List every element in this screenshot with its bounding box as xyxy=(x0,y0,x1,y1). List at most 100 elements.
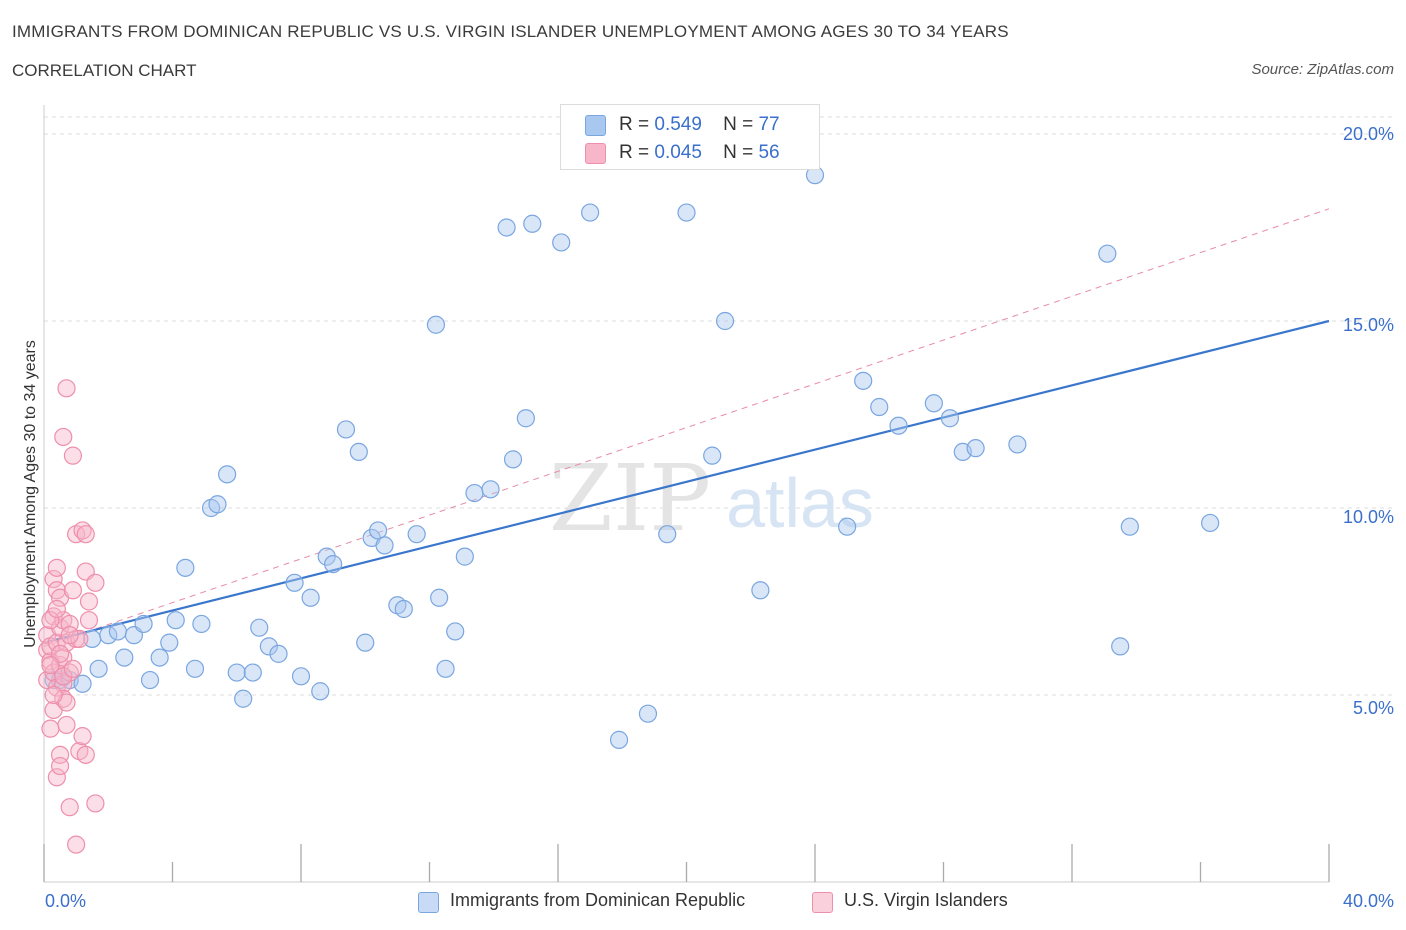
point-dominican xyxy=(166,611,185,630)
point-dominican xyxy=(150,648,169,667)
point-dominican xyxy=(336,420,356,439)
point-virgin-islanders xyxy=(41,719,60,738)
point-dominican xyxy=(208,495,227,514)
chart-title: IMMIGRANTS FROM DOMINICAN REPUBLIC VS U.… xyxy=(12,22,1009,41)
point-dominican xyxy=(638,704,658,723)
point-virgin-islanders xyxy=(41,611,60,630)
point-dominican xyxy=(1201,513,1220,533)
point-virgin-islanders xyxy=(50,756,70,776)
point-dominican xyxy=(581,203,600,222)
trend-lines xyxy=(43,208,1330,647)
point-dominican xyxy=(497,218,516,237)
point-dominican xyxy=(134,614,153,634)
point-dominican xyxy=(73,674,92,693)
legend-swatch-pink xyxy=(585,143,606,164)
point-dominican xyxy=(160,633,179,652)
point-dominican xyxy=(966,439,985,458)
point-dominican xyxy=(89,659,108,678)
point-virgin-islanders xyxy=(44,685,63,705)
r-label: R = xyxy=(619,142,650,163)
trend-line-virgin-islanders xyxy=(43,208,1330,647)
point-dominican xyxy=(658,525,677,544)
point-dominican xyxy=(677,203,696,222)
legend-label: U.S. Virgin Islanders xyxy=(844,890,1008,910)
point-dominican xyxy=(369,521,388,540)
point-dominican xyxy=(349,442,368,461)
point-virgin-islanders xyxy=(57,715,76,735)
point-virgin-islanders xyxy=(63,659,83,678)
point-dominican xyxy=(99,626,118,645)
point-dominican xyxy=(446,622,465,641)
source-credit: Source: ZipAtlas.com xyxy=(1251,61,1394,78)
point-dominican xyxy=(218,465,237,484)
point-virgin-islanders xyxy=(44,569,63,589)
point-dominican xyxy=(243,663,262,682)
point-virgin-islanders xyxy=(86,794,105,813)
r-value: 0.045 xyxy=(654,142,702,163)
point-dominican xyxy=(324,554,343,574)
point-dominican xyxy=(1098,244,1117,263)
data-points xyxy=(38,166,1220,854)
point-dominican xyxy=(234,689,253,708)
point-virgin-islanders xyxy=(41,655,60,675)
point-dominican xyxy=(176,558,195,577)
point-dominican xyxy=(503,450,523,469)
point-dominican xyxy=(115,648,134,667)
point-dominican xyxy=(854,371,873,390)
point-dominican xyxy=(108,622,127,641)
point-dominican xyxy=(703,446,722,465)
point-dominican xyxy=(465,483,484,503)
r-value: 0.549 xyxy=(654,114,702,135)
point-dominican xyxy=(481,480,500,499)
point-virgin-islanders xyxy=(54,427,73,447)
point-dominican xyxy=(715,311,735,331)
point-dominican xyxy=(924,394,943,413)
point-dominican xyxy=(375,536,394,555)
point-dominican xyxy=(940,409,960,428)
correlation-legend: R = 0.549 N = 77 R = 0.045 N = 56 xyxy=(560,104,820,170)
point-virgin-islanders xyxy=(57,379,76,398)
point-dominican xyxy=(838,517,857,536)
point-dominican xyxy=(1120,517,1139,536)
point-virgin-islanders xyxy=(63,581,83,600)
point-virgin-islanders xyxy=(79,611,99,630)
point-dominican xyxy=(227,663,246,682)
y-tick-label: 10.0% xyxy=(1342,507,1394,527)
point-virgin-islanders xyxy=(76,525,95,544)
trend-line-dominican xyxy=(43,319,1330,644)
watermark-zip: ZIP xyxy=(549,445,711,552)
point-dominican xyxy=(751,581,770,600)
n-value: 56 xyxy=(758,142,780,163)
point-virgin-islanders xyxy=(79,592,99,611)
legend-swatch-blue xyxy=(585,115,606,136)
axes xyxy=(43,105,1330,883)
point-dominican xyxy=(259,637,278,656)
n-label: N = xyxy=(723,114,754,135)
point-virgin-islanders xyxy=(76,745,95,764)
point-dominican xyxy=(250,618,269,637)
point-virgin-islanders xyxy=(60,626,79,645)
n-value: 77 xyxy=(758,114,780,135)
watermark: ZIP atlas xyxy=(549,445,874,552)
point-dominican xyxy=(311,682,330,701)
point-dominican xyxy=(609,730,629,749)
point-dominican xyxy=(516,409,535,428)
point-dominican xyxy=(1111,637,1130,656)
point-virgin-islanders xyxy=(63,446,83,465)
point-dominican xyxy=(430,588,449,607)
point-dominican xyxy=(426,315,446,334)
y-tick-label: 20.0% xyxy=(1342,124,1394,144)
point-virgin-islanders xyxy=(86,573,105,592)
point-virgin-islanders xyxy=(47,599,66,619)
point-dominican xyxy=(407,525,426,544)
point-dominican xyxy=(317,547,336,566)
y-tick-label: 5.0% xyxy=(1352,698,1394,718)
point-dominican xyxy=(394,599,413,619)
legend-swatch-pink xyxy=(812,892,833,913)
point-dominican xyxy=(356,633,375,652)
point-dominican xyxy=(436,659,455,678)
point-virgin-islanders xyxy=(47,768,66,787)
y-axis-label: Unemployment Among Ages 30 to 34 years xyxy=(22,340,39,648)
point-dominican xyxy=(269,644,288,663)
